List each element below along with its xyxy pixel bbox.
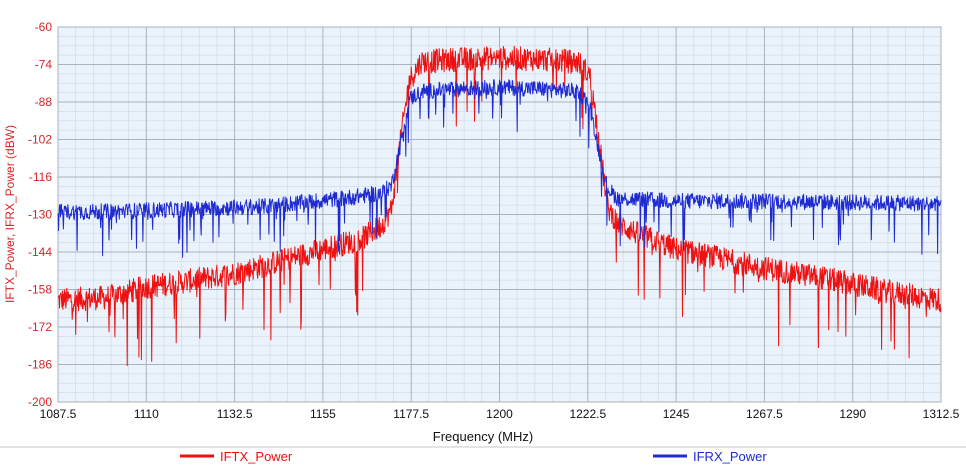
x-tick-label: 1155 bbox=[310, 407, 336, 421]
y-tick-label: -102 bbox=[28, 133, 52, 147]
x-tick-label: 1312.5 bbox=[923, 407, 960, 421]
x-tick-label: 1267.5 bbox=[746, 407, 783, 421]
series-line-iftx-power bbox=[57, 45, 942, 367]
x-tick-label: 1290 bbox=[839, 407, 866, 421]
legend: IFTX_Power IFRX_Power bbox=[180, 449, 767, 464]
y-tick-label: -130 bbox=[28, 208, 52, 222]
y-tick-label: -158 bbox=[28, 283, 52, 297]
x-tick-label: 1222.5 bbox=[569, 407, 606, 421]
x-tick-label: 1200 bbox=[486, 407, 513, 421]
y-tick-label: -88 bbox=[35, 95, 53, 109]
y-tick-label: -116 bbox=[29, 170, 52, 184]
y-tick-label: -144 bbox=[28, 245, 52, 259]
y-axis-label: IFTX_Power, IFRX_Power (dBW) bbox=[3, 125, 17, 303]
x-axis-label: Frequency (MHz) bbox=[433, 429, 533, 444]
x-tick-label: 1087.5 bbox=[40, 407, 77, 421]
y-tick-label: -200 bbox=[28, 395, 52, 409]
y-tick-label: -60 bbox=[35, 20, 53, 34]
x-tick-label: 1245 bbox=[663, 407, 690, 421]
x-tick-label: 1177.5 bbox=[393, 407, 429, 421]
x-tick-label: 1132.5 bbox=[217, 407, 253, 421]
x-tick-label: 1110 bbox=[134, 407, 159, 421]
series-line-ifrx-power bbox=[57, 79, 942, 258]
x-axis: 1087.5 1110 1132.5 1155 1177.5 1200 1222.5 1245… bbox=[40, 407, 960, 421]
legend-label: IFRX_Power bbox=[693, 449, 767, 464]
series-layer bbox=[57, 45, 942, 367]
y-tick-label: -74 bbox=[35, 58, 53, 72]
y-tick-label: -172 bbox=[28, 320, 52, 334]
legend-label: IFTX_Power bbox=[220, 449, 293, 464]
y-tick-label: -186 bbox=[28, 358, 52, 372]
y-axis: -60 -74 -88 -102 -116 -130 -144 -158 -172 -186 -20… bbox=[28, 20, 52, 409]
